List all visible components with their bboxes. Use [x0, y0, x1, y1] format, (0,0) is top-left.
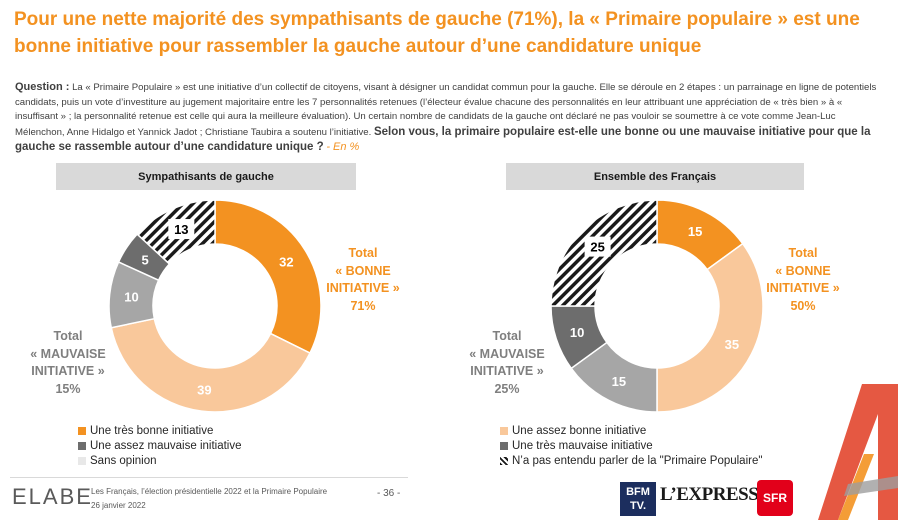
question-text: Question : La « Primaire Populaire » est… — [15, 80, 883, 156]
legend-label: Sans opinion — [90, 454, 157, 467]
total-bad-left-l3: INITIATIVE » — [31, 364, 105, 378]
legend-left: Une très bonne initiative Une assez mauva… — [78, 423, 242, 468]
slice-value-label: 32 — [279, 255, 293, 270]
elabe-logo: ELABE — [12, 484, 93, 509]
legend-right: Une assez bonne initiative Une très mauva… — [500, 423, 762, 468]
total-good-left: Total « BONNE INITIATIVE » 71% — [318, 245, 408, 315]
legend-item: Une assez bonne initiative — [500, 423, 762, 438]
slice-value-label: 10 — [124, 290, 138, 305]
legend-item: Une très mauvaise initiative — [500, 438, 762, 453]
total-bad-right-l1: Total — [492, 329, 522, 343]
legend-swatch — [78, 441, 86, 450]
legend-item: Sans opinion — [78, 453, 242, 468]
bfm-logo-line2: TV. — [629, 500, 647, 512]
total-good-left-l2: « BONNE — [335, 263, 391, 278]
footer-source-line2: 26 janvier 2022 — [91, 501, 146, 510]
slice-une-tres-bonne-initiative — [214, 199, 322, 355]
total-good-left-l1: Total — [348, 246, 378, 260]
slice-value-label: 15 — [688, 224, 702, 239]
legend-item: N’a pas entendu parler de la "Primaire P… — [500, 453, 762, 468]
legend-swatch — [500, 426, 508, 435]
total-bad-left: Total « MAUVAISE INITIATIVE » 15% — [18, 328, 118, 398]
donut-chart-sympathisants: 32 39 10 5 13 — [108, 199, 322, 413]
slice-value-label: 15 — [612, 374, 626, 389]
total-bad-right-value: 25% — [494, 381, 520, 396]
total-bad-right-l2: « MAUVAISE — [469, 346, 545, 361]
total-bad-left-value: 15% — [55, 381, 81, 396]
slice-value-label: 13 — [174, 222, 188, 237]
total-bad-left-l2: « MAUVAISE — [30, 346, 106, 361]
page-title: Pour une nette majorité des sympathisant… — [14, 9, 860, 57]
legend-label: Une assez mauvaise initiative — [90, 439, 242, 452]
slice-une-assez-bonne-initiative — [110, 317, 311, 413]
total-good-left-l3: INITIATIVE » — [326, 281, 400, 295]
chart-header-right: Ensemble des Français — [506, 163, 804, 190]
legend-label: N’a pas entendu parler de la "Primaire P… — [512, 454, 763, 467]
slice-label-bg — [168, 219, 195, 240]
slice-value-label: 39 — [197, 382, 211, 397]
footer-source: Les Français, l’élection présidentielle … — [91, 485, 327, 513]
legend-swatch — [500, 456, 508, 465]
chart-header-left: Sympathisants de gauche — [56, 163, 356, 190]
legend-label: Une très bonne initiative — [90, 424, 214, 437]
total-bad-right-l3: INITIATIVE » — [470, 364, 544, 378]
total-good-left-value: 71% — [350, 298, 376, 313]
total-bad-left-l1: Total — [53, 329, 83, 343]
footer-source-line1: Les Français, l’élection présidentielle … — [91, 487, 328, 496]
total-good-right-l3: INITIATIVE » — [766, 281, 840, 295]
legend-swatch — [500, 441, 508, 450]
total-good-right-value: 50% — [790, 298, 816, 313]
question-intro: La « Primaire Populaire » est une initia… — [15, 82, 877, 138]
slice-une-assez-bonne-initiative — [656, 242, 764, 413]
question-unit: - En % — [326, 141, 360, 153]
sfr-logo: SFR — [757, 480, 793, 516]
slice-value-label: 25 — [590, 240, 604, 255]
total-bad-right: Total « MAUVAISE INITIATIVE » 25% — [457, 328, 557, 398]
elabe-a-logo-icon — [818, 384, 898, 520]
total-good-right: Total « BONNE INITIATIVE » 50% — [758, 245, 848, 315]
donut-chart-ensemble: 15 35 15 10 25 — [550, 199, 764, 413]
legend-label: Une assez bonne initiative — [512, 424, 647, 437]
question-label: Question : — [15, 81, 70, 93]
footer-divider — [10, 477, 408, 478]
question-main: Selon vous, la primaire populaire est-el… — [15, 125, 871, 154]
lexpress-logo: L’EXPRESS — [660, 484, 759, 505]
total-good-right-l1: Total — [788, 246, 818, 260]
legend-label: Une très mauvaise initiative — [512, 439, 653, 452]
legend-swatch — [78, 426, 86, 435]
page-number: - 36 - — [377, 488, 401, 499]
bfm-logo-line1: BFM — [626, 486, 650, 498]
slice-value-label: 10 — [570, 325, 584, 340]
legend-item: Une très bonne initiative — [78, 423, 242, 438]
legend-item: Une assez mauvaise initiative — [78, 438, 242, 453]
slice-value-label: 5 — [141, 252, 148, 267]
slice-value-label: 35 — [725, 337, 739, 352]
legend-swatch — [78, 456, 86, 465]
slice-label-bg — [584, 236, 611, 257]
bfmtv-logo: BFM TV. — [620, 482, 656, 516]
total-good-right-l2: « BONNE — [775, 263, 831, 278]
